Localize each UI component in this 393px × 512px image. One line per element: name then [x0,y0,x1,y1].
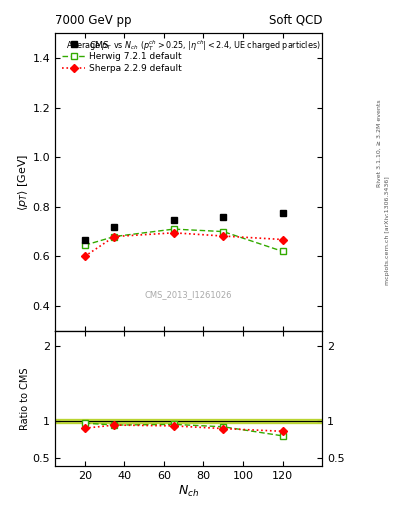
CMS [112,224,117,230]
Sherpa 2.2.9 default [221,233,226,239]
Sherpa 2.2.9 default [83,253,87,260]
Herwig 7.2.1 default [221,228,226,234]
Sherpa 2.2.9 default [171,230,176,236]
Text: Rivet 3.1.10, ≥ 3.2M events: Rivet 3.1.10, ≥ 3.2M events [377,99,382,187]
Text: mcplots.cern.ch [arXiv:1306.3436]: mcplots.cern.ch [arXiv:1306.3436] [385,176,389,285]
X-axis label: $N_{ch}$: $N_{ch}$ [178,483,199,499]
Text: 7000 GeV pp: 7000 GeV pp [55,14,132,27]
Sherpa 2.2.9 default [112,233,117,240]
Text: Soft QCD: Soft QCD [269,14,322,27]
Text: Average $p_T$ vs $N_{ch}$ ($p_T^{ch}>$0.25, $|\eta^{ch}|<$2.4, UE charged partic: Average $p_T$ vs $N_{ch}$ ($p_T^{ch}>$0.… [66,38,320,53]
CMS [83,237,87,243]
Herwig 7.2.1 default [171,226,176,232]
Sherpa 2.2.9 default [280,237,285,243]
Herwig 7.2.1 default [112,233,117,240]
Bar [55,419,322,423]
Y-axis label: $\langle p_T \rangle$ [GeV]: $\langle p_T \rangle$ [GeV] [16,154,29,210]
Herwig 7.2.1 default [83,242,87,248]
Y-axis label: Ratio to CMS: Ratio to CMS [20,367,30,430]
Herwig 7.2.1 default [280,248,285,254]
Legend: CMS, Herwig 7.2.1 default, Sherpa 2.2.9 default: CMS, Herwig 7.2.1 default, Sherpa 2.2.9 … [59,38,185,76]
CMS [221,214,226,220]
CMS [171,218,176,224]
Line: Herwig 7.2.1 default: Herwig 7.2.1 default [81,226,286,255]
Text: CMS_2013_I1261026: CMS_2013_I1261026 [145,290,232,300]
Line: CMS: CMS [81,209,286,244]
Line: Sherpa 2.2.9 default: Sherpa 2.2.9 default [82,230,285,259]
CMS [280,210,285,216]
